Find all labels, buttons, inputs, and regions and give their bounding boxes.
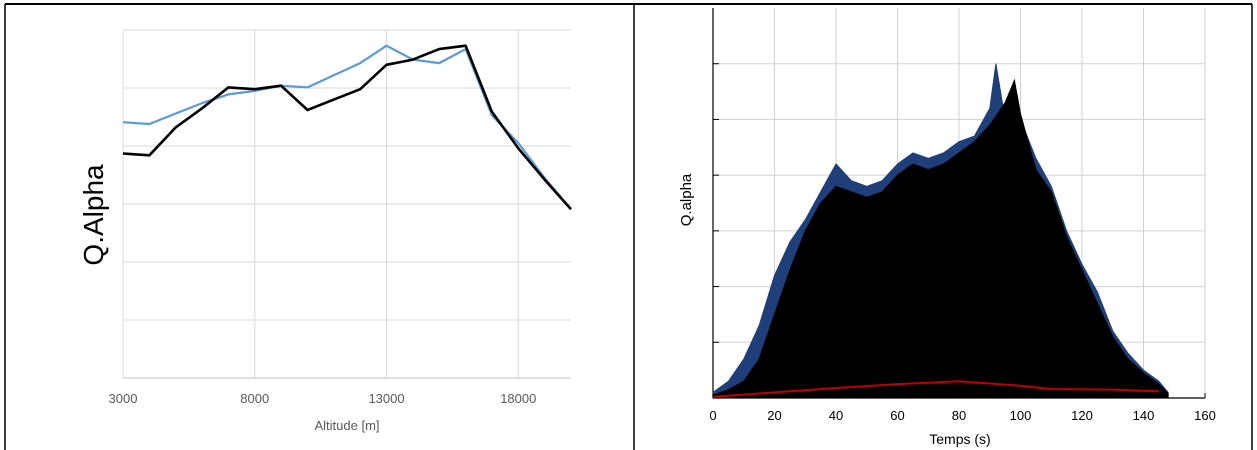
right-x-tick-label: 160 [1194, 408, 1216, 423]
right-x-tick-label: 40 [829, 408, 843, 423]
left-x-tick-label: 3000 [109, 391, 138, 406]
time-chart: 0 20 40 60 80 100 120 140 160 Temps (s) Q.alpha [678, 8, 1216, 447]
right-x-tick-label: 80 [952, 408, 966, 423]
right-x-tick-label: 0 [709, 408, 716, 423]
right-series [712, 63, 1169, 399]
right-x-tick-labels: 0 20 40 60 80 100 120 140 160 [709, 393, 1216, 423]
right-x-axis-label: Temps (s) [929, 431, 990, 447]
right-x-tick-label: 20 [767, 408, 781, 423]
left-grid [122, 29, 571, 379]
right-series-area-2 [712, 78, 1169, 399]
right-x-tick-label: 120 [1071, 408, 1093, 423]
left-x-tick-label: 18000 [500, 391, 536, 406]
left-x-axis-label: Altitude [m] [314, 418, 379, 433]
left-x-tick-label: 13000 [368, 391, 404, 406]
right-y-axis-label: Q.alpha [678, 173, 695, 226]
right-x-tick-label: 60 [890, 408, 904, 423]
right-x-tick-label: 140 [1133, 408, 1155, 423]
right-series-line-3 [712, 380, 1159, 398]
altitude-chart: 3000 8000 13000 18000 Altitude [m] Q.Alpha [78, 29, 572, 433]
left-series-line-2 [122, 44, 572, 211]
left-series [122, 44, 572, 211]
left-y-axis-label: Q.Alpha [78, 164, 109, 266]
left-x-tick-label: 8000 [240, 391, 269, 406]
right-x-tick-label: 100 [1010, 408, 1032, 423]
left-x-tick-labels: 3000 8000 13000 18000 [109, 391, 537, 406]
